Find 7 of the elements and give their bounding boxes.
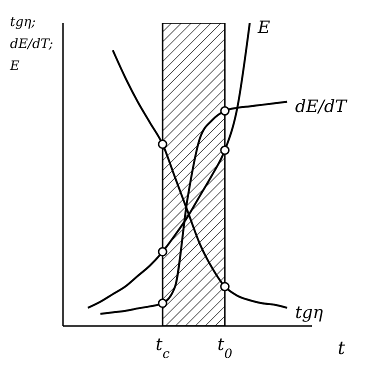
x-axis-title: t	[338, 338, 345, 359]
series-label: E	[256, 18, 271, 38]
y-axis-title: tgη; dE/dT; E	[9, 15, 54, 74]
series-label: dE/dT	[295, 96, 348, 117]
x-tick-label: t$_{0}$	[217, 335, 232, 362]
x-tick-label: t$_{c}$	[156, 335, 170, 362]
series-label: tgη	[295, 302, 324, 323]
